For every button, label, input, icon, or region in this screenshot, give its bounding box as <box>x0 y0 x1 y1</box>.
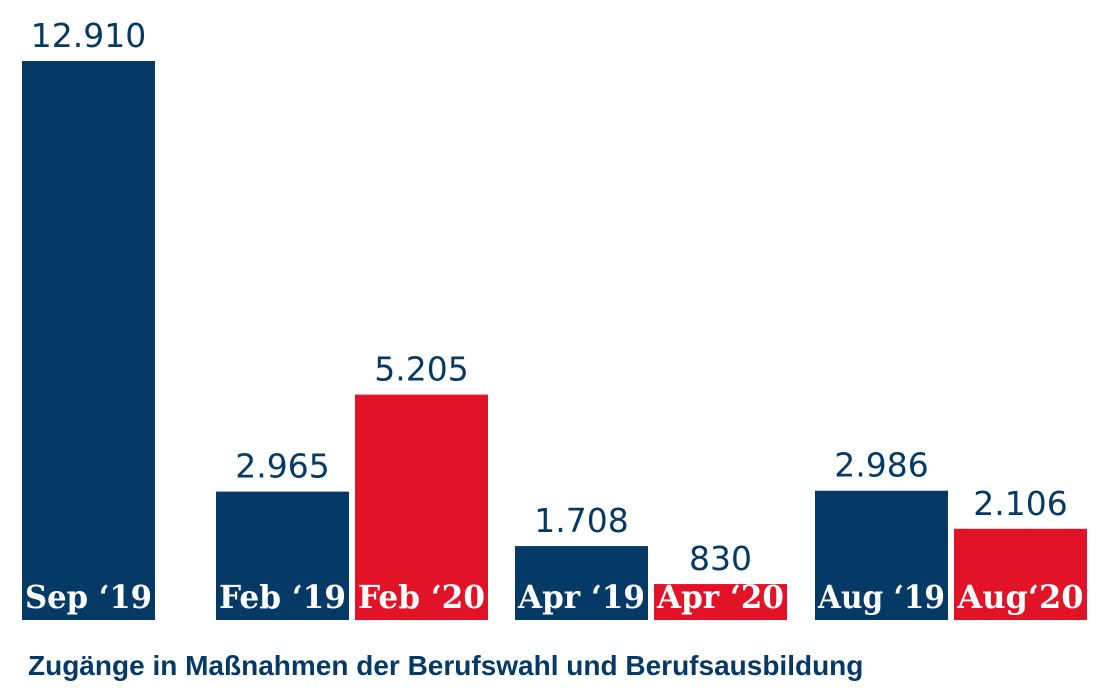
category-label: Feb ‘19 <box>219 578 346 616</box>
bar-group: 5.205 Feb ‘20 <box>355 350 488 620</box>
data-label: 5.205 <box>374 350 468 389</box>
bar-group: 2.965 Feb ‘19 <box>216 447 349 620</box>
bar-group: 2.106 Aug‘20 <box>954 484 1087 620</box>
bar <box>22 61 155 620</box>
data-label: 1.708 <box>534 501 628 540</box>
category-label: Feb ‘20 <box>358 578 485 616</box>
data-label: 2.986 <box>834 446 928 485</box>
category-label: Apr ‘19 <box>517 578 645 616</box>
bar <box>954 528 1087 620</box>
bar <box>216 491 349 620</box>
category-label: Aug‘20 <box>956 578 1083 616</box>
bar-group: 12.910 Sep ‘19 <box>22 16 155 620</box>
data-label: 830 <box>689 539 752 578</box>
bar <box>515 546 648 620</box>
chart-caption: Zugänge in Maßnahmen der Berufswahl und … <box>28 650 864 681</box>
bar <box>654 584 787 620</box>
bar-group: 2.986 Aug ‘19 <box>815 446 948 620</box>
bar-group: 1.708 Apr ‘19 <box>515 501 648 620</box>
data-label: 2.106 <box>973 484 1067 523</box>
category-label: Apr ‘20 <box>656 578 784 616</box>
category-label: Aug ‘19 <box>817 578 945 616</box>
bar <box>815 490 948 620</box>
data-label: 2.965 <box>235 447 329 486</box>
category-label: Sep ‘19 <box>25 578 152 616</box>
data-label: 12.910 <box>31 16 146 55</box>
bar <box>355 394 488 620</box>
